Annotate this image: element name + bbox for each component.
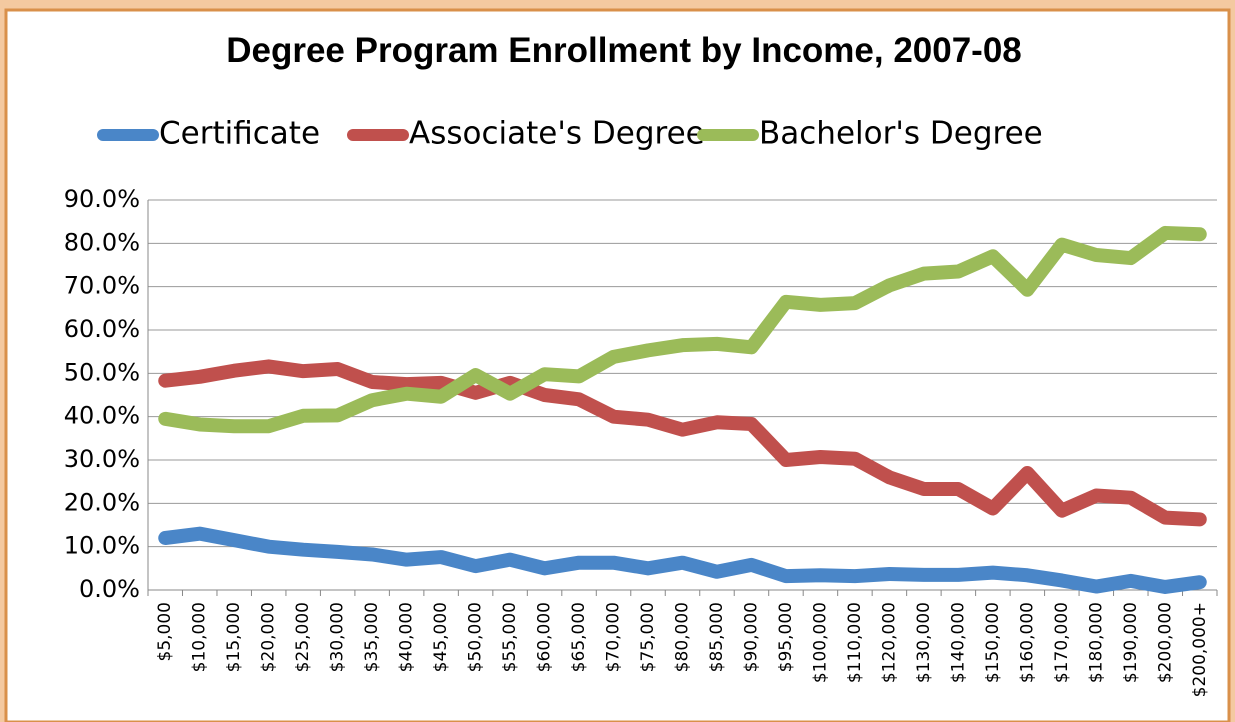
y-tick-label: 0.0% — [79, 575, 140, 603]
x-tick-label: $110,000 — [845, 602, 865, 683]
x-tick-label: $180,000 — [1086, 602, 1106, 683]
x-tick-label: $190,000 — [1121, 602, 1141, 683]
x-tick-label: $90,000 — [741, 602, 761, 672]
x-tick-label: $30,000 — [328, 602, 348, 672]
x-tick-label: $45,000 — [431, 602, 451, 672]
x-tick-label: $95,000 — [776, 602, 796, 672]
x-tick-label: $10,000 — [190, 602, 210, 672]
x-tick-label: $200,000 — [1155, 602, 1175, 683]
y-tick-label: 10.0% — [64, 532, 140, 560]
y-tick-label: 50.0% — [64, 358, 140, 386]
y-tick-label: 70.0% — [64, 272, 140, 300]
x-tick-label: $130,000 — [914, 602, 934, 683]
y-tick-label: 60.0% — [64, 315, 140, 343]
series-line — [158, 526, 1207, 594]
series-line — [158, 359, 1207, 527]
x-tick-label: $120,000 — [879, 602, 899, 683]
legend-label: Associate's Degree — [409, 116, 705, 152]
x-tick-label: $80,000 — [673, 602, 693, 672]
x-tick-label: $25,000 — [293, 602, 313, 672]
x-tick-label: $55,000 — [500, 602, 520, 672]
x-tick-label: $160,000 — [1017, 602, 1037, 683]
x-tick-label: $20,000 — [259, 602, 279, 672]
y-tick-label: 80.0% — [64, 228, 140, 256]
y-tick-label: 90.0% — [64, 185, 140, 213]
series-line — [158, 225, 1207, 434]
chart-title: Degree Program Enrollment by Income, 200… — [226, 31, 1022, 70]
x-tick-label: $50,000 — [466, 602, 486, 672]
x-tick-label: $70,000 — [604, 602, 624, 672]
x-tick-label: $170,000 — [1052, 602, 1072, 683]
x-tick-label: $15,000 — [224, 602, 244, 672]
legend-label: Bachelor's Degree — [759, 116, 1043, 152]
y-tick-label: 40.0% — [64, 402, 140, 430]
x-tick-label: $40,000 — [397, 602, 417, 672]
x-tick-label: $85,000 — [707, 602, 727, 672]
x-tick-label: $150,000 — [983, 602, 1003, 683]
x-tick-label: $35,000 — [362, 602, 382, 672]
y-tick-label: 20.0% — [64, 488, 140, 516]
legend-label: Certificate — [159, 116, 320, 152]
chart-area — [4, 8, 1231, 722]
x-tick-label: $5,000 — [155, 602, 175, 661]
x-tick-label: $100,000 — [810, 602, 830, 683]
x-tick-label: $65,000 — [569, 602, 589, 672]
x-tick-label: $75,000 — [638, 602, 658, 672]
x-tick-label: $60,000 — [535, 602, 555, 672]
y-tick-label: 30.0% — [64, 445, 140, 473]
x-tick-label: $200,000+ — [1190, 602, 1210, 697]
x-tick-label: $140,000 — [948, 602, 968, 683]
